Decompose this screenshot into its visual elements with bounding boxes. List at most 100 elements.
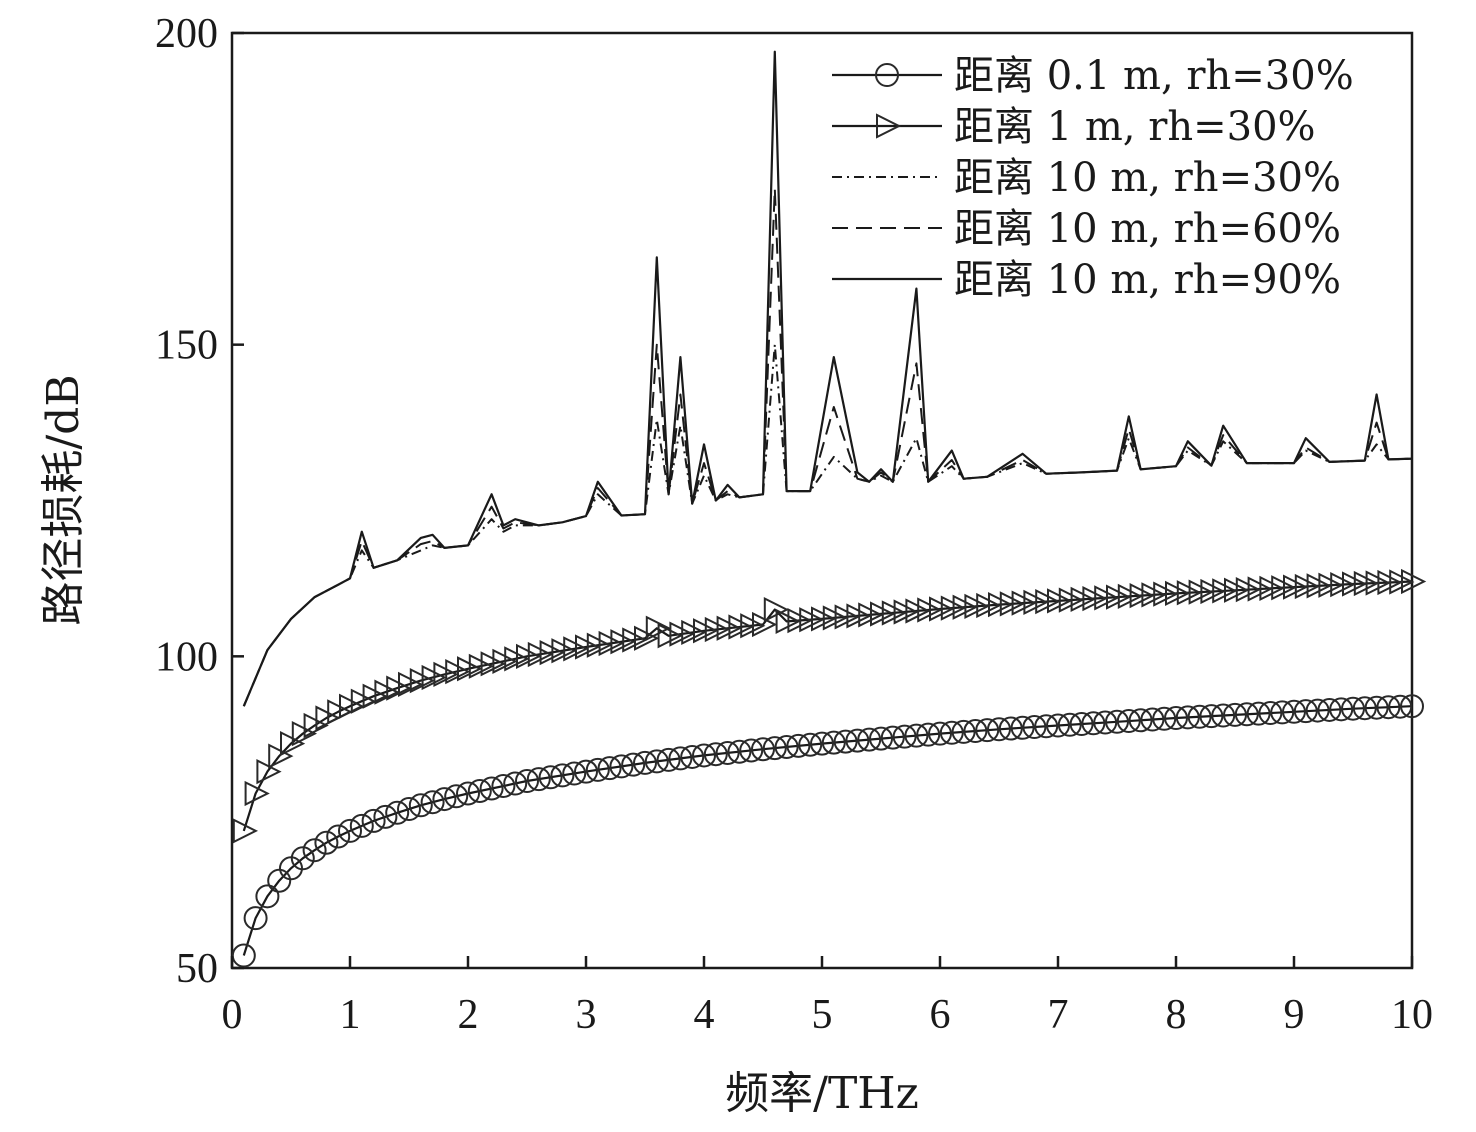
series-2-marker bbox=[232, 818, 259, 844]
y-tick-label: 150 bbox=[155, 323, 218, 369]
x-tick-label: 9 bbox=[1284, 992, 1305, 1038]
series-1-marker bbox=[408, 793, 433, 818]
legend-label-3: 距离 10 m, rh=30% bbox=[954, 155, 1341, 201]
series-1-marker bbox=[1293, 699, 1318, 724]
series-1-marker bbox=[774, 734, 799, 759]
x-tick-label: 3 bbox=[576, 992, 597, 1038]
series-1-marker bbox=[880, 725, 905, 750]
series-1-marker bbox=[1046, 713, 1070, 738]
series-1-marker bbox=[656, 747, 681, 772]
series-2-line bbox=[242, 580, 1413, 832]
series-1-marker bbox=[939, 720, 964, 745]
series-1-marker bbox=[609, 754, 634, 779]
series-2-marker bbox=[244, 780, 270, 807]
series-4-line bbox=[242, 187, 1413, 707]
series-1-line bbox=[242, 705, 1413, 956]
x-tick-label: 1 bbox=[340, 992, 361, 1038]
series-1-marker bbox=[515, 769, 539, 793]
series-1-marker bbox=[1376, 695, 1401, 720]
series-1-marker bbox=[231, 943, 256, 968]
series-1-marker bbox=[1305, 698, 1330, 723]
series-1-marker bbox=[916, 722, 941, 747]
series-1-marker bbox=[751, 737, 775, 762]
series-1-marker bbox=[585, 757, 610, 782]
series-1-marker bbox=[538, 765, 563, 790]
series-1-marker bbox=[869, 726, 893, 751]
legend-label-1: 距离 0.1 m, rh=30% bbox=[954, 53, 1354, 99]
series-1-marker bbox=[397, 797, 421, 822]
series-1-marker bbox=[1128, 708, 1153, 733]
series-1-marker bbox=[1352, 696, 1377, 721]
series-1-marker bbox=[810, 731, 834, 756]
series-1-marker bbox=[739, 738, 764, 763]
series-1-marker bbox=[1211, 703, 1236, 728]
series-1-marker bbox=[845, 728, 870, 753]
x-tick-label: 7 bbox=[1048, 992, 1069, 1038]
series-1-marker bbox=[290, 846, 315, 871]
series-1-marker bbox=[1187, 704, 1212, 729]
series-1-marker bbox=[1400, 694, 1424, 719]
series-1-marker bbox=[1140, 707, 1165, 732]
series-1-marker bbox=[1234, 702, 1259, 727]
series-layer bbox=[231, 50, 1427, 968]
series-1-marker bbox=[1258, 701, 1283, 726]
x-tick-label: 10 bbox=[1391, 992, 1433, 1038]
series-1-marker bbox=[479, 776, 504, 801]
series-1-marker bbox=[680, 744, 705, 769]
series-1-marker bbox=[798, 732, 823, 757]
series-1-marker bbox=[857, 727, 882, 752]
series-1-marker bbox=[373, 804, 398, 829]
series-1-marker bbox=[420, 790, 445, 815]
y-tick-label: 50 bbox=[176, 946, 218, 992]
series-1-marker bbox=[975, 718, 1000, 743]
series-1-marker bbox=[1199, 704, 1224, 729]
series-1-marker bbox=[998, 716, 1023, 741]
series-1-marker bbox=[385, 800, 410, 825]
legend: 距离 0.1 m, rh=30% 距离 1 m, rh=30% 距离 10 m, r… bbox=[832, 53, 1354, 303]
x-tick-label: 2 bbox=[458, 992, 479, 1038]
series-1-marker bbox=[762, 736, 787, 761]
series-1-marker bbox=[963, 719, 988, 744]
series-1-marker bbox=[951, 719, 976, 744]
series-1-marker bbox=[314, 830, 339, 855]
series-2-marker bbox=[1401, 568, 1427, 595]
series-1-marker bbox=[633, 750, 657, 775]
series-1-marker bbox=[1388, 694, 1413, 719]
series-1-marker bbox=[1093, 710, 1118, 735]
legend-label-2: 距离 1 m, rh=30% bbox=[954, 104, 1316, 150]
series-1-marker bbox=[1152, 706, 1177, 731]
series-1-marker bbox=[1329, 697, 1354, 722]
series-4 bbox=[242, 187, 1413, 707]
series-1-marker bbox=[526, 767, 551, 792]
series-1-marker bbox=[786, 733, 811, 758]
series-1-marker bbox=[987, 717, 1011, 742]
series-1-marker bbox=[361, 808, 386, 833]
x-tick-label: 6 bbox=[930, 992, 951, 1038]
series-1-marker bbox=[621, 752, 646, 777]
x-tick-label: 4 bbox=[694, 992, 715, 1038]
series-1-marker bbox=[491, 773, 516, 798]
series-3-line bbox=[242, 343, 1413, 707]
series-5 bbox=[242, 50, 1413, 707]
series-1-marker bbox=[432, 787, 457, 812]
series-1-marker bbox=[1022, 715, 1047, 740]
series-1-marker bbox=[821, 730, 846, 755]
series-1-marker bbox=[1341, 696, 1365, 721]
legend-label-4: 距离 10 m, rh=60% bbox=[954, 206, 1341, 252]
series-1-marker bbox=[326, 824, 351, 849]
series-1-marker bbox=[444, 784, 469, 809]
x-tick-label: 0 bbox=[222, 992, 243, 1038]
series-1-marker bbox=[644, 749, 669, 774]
series-1-marker bbox=[243, 906, 268, 931]
series-1-marker bbox=[928, 721, 952, 746]
series-1-marker bbox=[574, 759, 598, 784]
series-1-marker bbox=[1175, 705, 1200, 730]
series-1-marker bbox=[349, 813, 374, 838]
series-1-marker bbox=[503, 771, 528, 796]
series-1-marker bbox=[1282, 699, 1306, 724]
series-1-marker bbox=[904, 723, 929, 748]
series-1-marker bbox=[550, 763, 575, 788]
x-tick-label: 8 bbox=[1166, 992, 1187, 1038]
series-1-marker bbox=[456, 781, 480, 806]
